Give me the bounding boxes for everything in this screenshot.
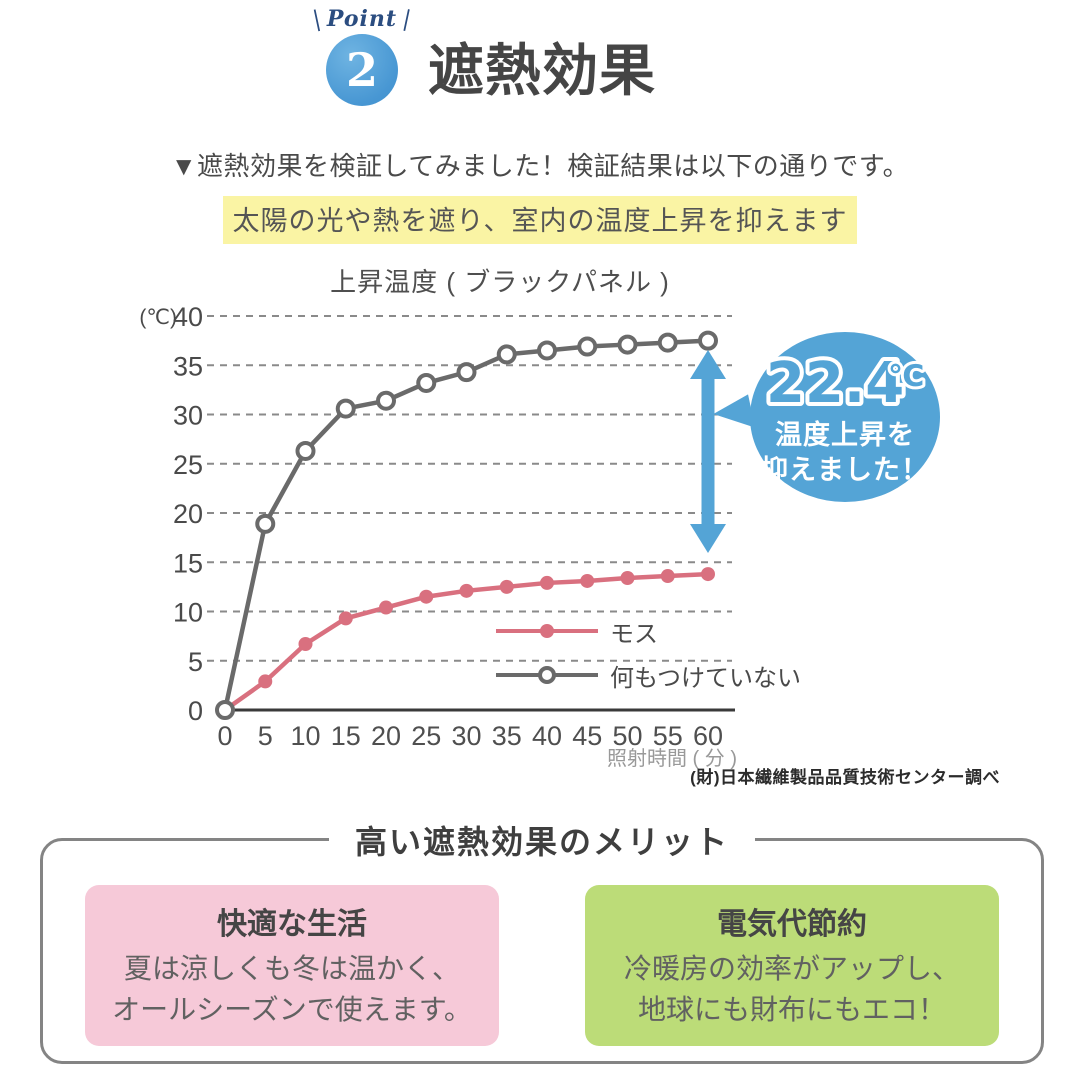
annotation-bubble: 22.4 ℃ 温度上昇を 抑えました！ [750,332,940,502]
data-point [657,332,678,353]
x-tick-label: 55 [653,721,683,751]
highlighted-text: 太陽の光や熱を遮り、室内の温度上昇を抑えます [222,196,858,244]
x-tick-label: 5 [258,721,273,751]
arrow-head-down-icon [690,524,726,553]
data-point [499,579,514,594]
y-tick-label: 30 [173,401,203,431]
annotation-line2: 抑えました！ [761,455,929,486]
merit-card-savings: 電気代節約 冷暖房の効率がアップし、 地球にも財布にもエコ！ [585,885,999,1047]
highlight-row: 太陽の光や熱を遮り、室内の温度上昇を抑えます [0,196,1080,244]
legend-item-bare: 何もつけていない [496,653,801,697]
y-tick-label: 0 [188,696,203,726]
point-badge-number: 2 [345,43,378,97]
x-tick-label: 0 [217,721,232,751]
data-point [419,589,434,604]
merit-card-line: 夏は涼しくも冬は温かく、 [123,953,460,984]
x-tick-label: 15 [331,721,361,751]
y-tick-label: 5 [188,647,203,677]
merit-card-line: 地球にも財布にもエコ！ [637,993,946,1025]
merit-section: 高い遮熱効果のメリット 快適な生活 夏は涼しくも冬は温かく、 オールシーズンで使… [40,817,1044,1064]
x-tick-label: 45 [572,721,602,751]
data-point [620,571,635,586]
data-point [617,334,638,355]
merit-card-heading: 電気代節約 [717,908,867,941]
temperature-chart: 上昇温度 ( ブラックパネル ) 0 5 10 15 20 25 30 35 40 (℃) 0 5 10… [0,258,1080,814]
data-point [660,569,675,584]
y-tick-label: 40 [173,302,203,332]
data-point [335,398,356,419]
annotation-line1: 温度上昇を [775,420,915,450]
data-point [698,330,718,351]
point-bar-left-icon: | [309,5,324,33]
merit-card-comfort: 快適な生活 夏は涼しくも冬は温かく、 オールシーズンで使えます。 [85,885,499,1047]
intro-text: ▼遮熱効果を検証してみました！検証結果は以下の通りです。 [170,151,910,181]
x-tick-label: 25 [411,721,441,751]
y-tick-label: 10 [173,598,203,628]
data-point [496,344,517,365]
y-tick-label: 15 [173,548,203,578]
chart-title: 上昇温度 ( ブラックパネル ) [330,267,670,297]
merit-card-body: 冷暖房の効率がアップし、 地球にも財布にもエコ！ [585,949,999,1030]
arrow-head-up-icon [690,350,726,379]
data-point [338,611,353,626]
x-tick-label: 40 [532,721,562,751]
y-tick-label: 25 [173,450,203,480]
x-tick-label: 10 [290,721,320,751]
y-tick-label: 35 [173,351,203,381]
merit-card-line: オールシーズンで使えます。 [112,993,472,1025]
legend-item-moss: モス [496,609,801,653]
legend-swatch-moss [496,623,598,639]
x-tick-label: 60 [693,721,723,751]
data-point [379,600,393,615]
annotation-value-svg: 22.4 ℃ [762,348,927,414]
data-point [577,336,598,357]
merit-card-line: 冷暖房の効率がアップし、 [623,953,960,984]
data-point [416,372,437,393]
merit-card-heading: 快適な生活 [217,908,367,941]
annotation-text: 温度上昇を 抑えました！ [750,418,940,488]
chart-legend: モス 何もつけていない [496,609,801,697]
legend-swatch-bare [496,666,598,684]
data-point [215,700,235,720]
data-point [258,674,273,689]
data-point [255,513,276,534]
x-tick-label: 35 [492,721,522,751]
y-tick-label: 20 [173,499,203,529]
x-tick-label: 50 [612,721,642,751]
annotation-unit: ℃ [888,359,924,394]
point-badge: | Point | 2 [309,5,414,106]
legend-filled-dot-icon [540,624,554,638]
data-point [580,573,595,588]
data-point [701,567,715,582]
chart-source: (財)日本繊維製品品質技術センター調べ [690,768,1000,787]
point-badge-circle: 2 [326,34,398,106]
merit-section-title: 高い遮熱効果のメリット [328,817,756,863]
point-badge-text: Point [326,6,398,32]
x-tick-label: 20 [371,721,401,751]
data-point [295,440,316,461]
legend-open-dot-icon [538,666,556,684]
data-point [376,390,396,411]
legend-label: 何もつけていない [610,664,802,692]
x-tick-label: 30 [451,721,481,751]
legend-label: モス [610,620,658,648]
point-bar-right-icon: | [400,5,414,33]
merit-card-body: 夏は涼しくも冬は温かく、 オールシーズンで使えます。 [85,949,499,1030]
data-point [298,637,313,652]
data-point [540,575,554,590]
data-point [456,362,477,383]
point-badge-label: | Point | [309,5,414,33]
x-axis-label: 照射時間 ( 分 ) [607,747,737,770]
data-point [537,340,557,361]
data-point [459,583,474,598]
y-axis-unit: (℃) [139,306,177,329]
arrow-shaft [701,375,715,528]
page-title: 遮熱効果 [428,39,656,102]
annotation-value: 22.4 [766,351,904,414]
